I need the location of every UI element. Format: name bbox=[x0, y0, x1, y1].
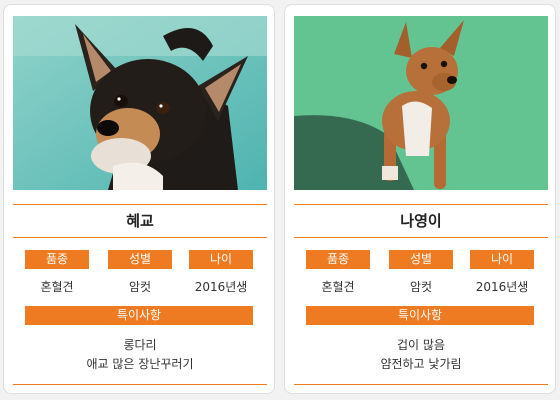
sex-label: 성별 bbox=[108, 250, 172, 269]
age-label: 나이 bbox=[470, 250, 534, 269]
breed-label: 품종 bbox=[25, 250, 89, 269]
sex-value: 암컷 bbox=[409, 280, 433, 294]
sex-value: 암컷 bbox=[128, 280, 152, 294]
note-line: 겁이 많음 bbox=[397, 338, 445, 352]
dog-photo[interactable] bbox=[13, 16, 267, 190]
age-value: 2016년생 bbox=[475, 280, 529, 294]
breed-value: 혼혈견 bbox=[321, 280, 355, 294]
divider bbox=[294, 384, 548, 385]
divider bbox=[13, 237, 267, 238]
dog-card-hyegyo[interactable]: 혜교 품종 성별 나이 혼혈견 암컷 2016년생 특이사항 롱다리 애교 많은… bbox=[3, 4, 275, 394]
breed-value: 혼혈견 bbox=[40, 280, 74, 294]
note-line: 애교 많은 장난꾸러기 bbox=[86, 357, 194, 371]
age-label: 나이 bbox=[189, 250, 253, 269]
dog-name: 혜교 bbox=[126, 212, 154, 230]
divider bbox=[13, 384, 267, 385]
notes-label: 특이사항 bbox=[25, 306, 253, 325]
breed-label: 품종 bbox=[306, 250, 370, 269]
dog-name: 나영이 bbox=[400, 212, 442, 230]
dog-card-nayoung[interactable]: 나영이 품종 성별 나이 혼혈견 암컷 2016년생 특이사항 겁이 많음 얌전… bbox=[284, 4, 556, 394]
divider bbox=[294, 237, 548, 238]
notes-label: 특이사항 bbox=[306, 306, 534, 325]
age-value: 2016년생 bbox=[194, 280, 248, 294]
note-line: 얌전하고 낯가림 bbox=[380, 357, 462, 371]
dog-photo[interactable] bbox=[294, 16, 548, 190]
note-line: 롱다리 bbox=[123, 338, 157, 352]
divider bbox=[294, 204, 548, 205]
sex-label: 성별 bbox=[389, 250, 453, 269]
divider bbox=[13, 204, 267, 205]
